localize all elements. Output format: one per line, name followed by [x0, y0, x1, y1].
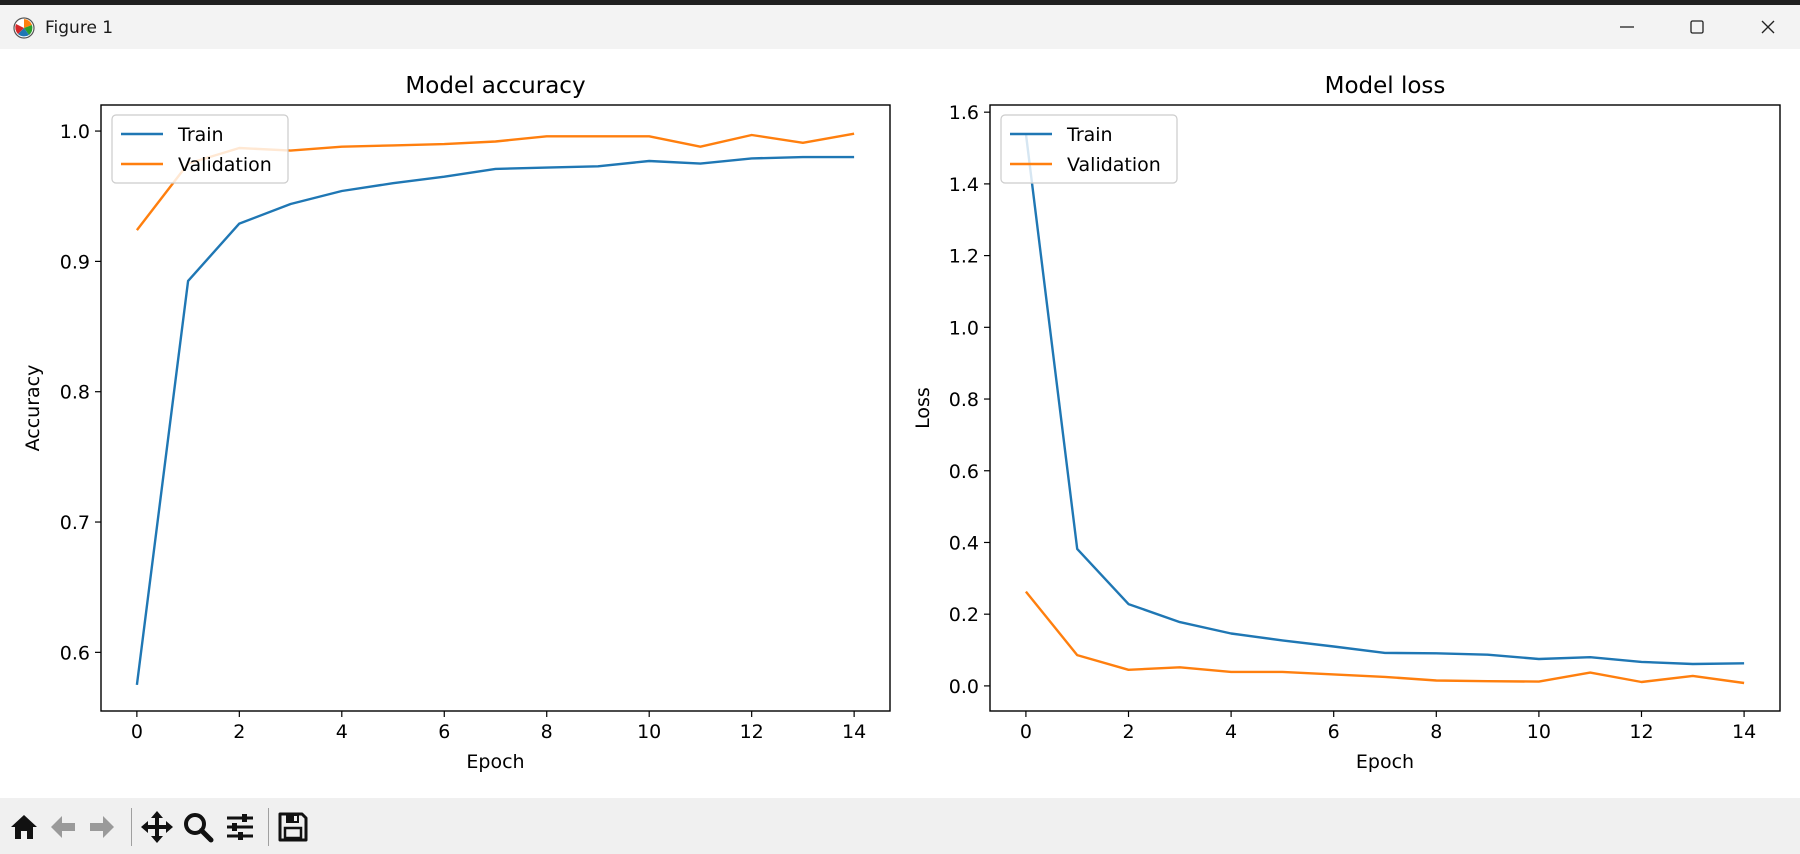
toolbar-separator [268, 808, 269, 846]
navigation-toolbar [0, 798, 1800, 854]
zoom-button[interactable] [180, 809, 216, 845]
home-button[interactable] [6, 809, 42, 845]
accuracy-y-tick-label: 0.9 [60, 251, 90, 273]
accuracy-series-train-line [135, 155, 855, 686]
accuracy-legend-label-train: Train [177, 124, 224, 146]
toolbar-separator [131, 808, 132, 846]
loss-y-tick-label: 1.0 [949, 317, 979, 339]
loss-x-tick-label: 10 [1527, 721, 1551, 743]
accuracy-x-axis-label: Epoch [466, 751, 524, 773]
accuracy-y-tick-label: 0.8 [60, 382, 90, 404]
plots-canvas[interactable]: 0 2 4 6 8 10 12 14 0.6 0.7 0.8 0.9 1.0 Model accuracy… [0, 49, 1800, 798]
title-bar[interactable]: Figure 1 [0, 5, 1800, 49]
accuracy-y-axis-label: Accuracy [22, 365, 44, 452]
accuracy-y-tick-label: 0.7 [60, 512, 90, 534]
loss-y-tick-label: 1.2 [949, 246, 979, 268]
close-button[interactable] [1733, 5, 1800, 49]
home-icon [11, 815, 37, 839]
accuracy-x-tick-label: 12 [740, 721, 764, 743]
loss-series-train-line [1024, 133, 1745, 666]
loss-legend-frame [1000, 114, 1178, 184]
minimize-button[interactable] [1592, 5, 1662, 49]
accuracy-x-tick-label: 14 [842, 721, 866, 743]
window-top-strip [0, 0, 1800, 5]
accuracy-y-tick-label: 1.0 [60, 121, 90, 143]
forward-button[interactable] [84, 809, 120, 845]
accuracy-x-tick-label: 4 [336, 721, 348, 743]
loss-x-axis-label: Epoch [1356, 751, 1414, 773]
loss-x-tick-label: 0 [1020, 721, 1032, 743]
save-button[interactable] [275, 809, 311, 845]
loss-y-tick-label: 1.6 [949, 102, 979, 124]
figure-canvas[interactable]: 0 2 4 6 8 10 12 14 0.6 0.7 0.8 0.9 1.0 Model accuracy… [0, 49, 1800, 798]
back-arrow-icon [51, 816, 75, 838]
accuracy-subplot[interactable]: 0 2 4 6 8 10 12 14 0.6 0.7 0.8 0.9 1.0 Model accuracy… [22, 73, 891, 773]
loss-x-tick-label: 14 [1732, 721, 1756, 743]
loss-y-tick-label: 0.4 [949, 532, 979, 554]
loss-chart-title: Model loss [1325, 73, 1446, 99]
matplotlib-logo-icon [13, 17, 35, 39]
loss-x-tick-label: 4 [1225, 721, 1237, 743]
minimize-icon [1620, 26, 1634, 28]
loss-x-tick-label: 8 [1430, 721, 1442, 743]
configure-subplots-button[interactable] [222, 809, 258, 845]
configure-subplots-icon [227, 814, 253, 840]
accuracy-y-tick-label: 0.6 [60, 642, 90, 664]
save-floppy-icon [278, 812, 308, 842]
loss-axes-frame [989, 104, 1781, 712]
loss-x-tick-label: 12 [1629, 721, 1653, 743]
maximize-icon [1690, 20, 1704, 34]
accuracy-axes-frame [100, 104, 891, 712]
loss-x-tick-label: 2 [1122, 721, 1134, 743]
accuracy-x-tick-label: 8 [541, 721, 553, 743]
accuracy-x-tick-label: 10 [637, 721, 661, 743]
accuracy-legend-frame [111, 114, 289, 184]
loss-y-tick-label: 0.0 [949, 676, 979, 698]
loss-subplot[interactable]: 0 2 4 6 8 10 12 14 0.0 0.2 0.4 0.6 0.8 1.0 1.2 1.4 1.6 Mo… [912, 73, 1781, 773]
loss-series-validation-line [1024, 590, 1745, 685]
loss-y-tick-label: 0.6 [949, 461, 979, 483]
back-button[interactable] [45, 809, 81, 845]
window-title: Figure 1 [45, 18, 114, 38]
forward-arrow-icon [90, 816, 114, 838]
zoom-magnifier-icon [184, 813, 214, 843]
close-icon [1761, 20, 1775, 34]
accuracy-chart-title: Model accuracy [405, 73, 585, 99]
maximize-button[interactable] [1662, 5, 1732, 49]
loss-legend-label-train: Train [1066, 124, 1113, 146]
loss-x-tick-label: 6 [1328, 721, 1340, 743]
accuracy-legend[interactable]: Train Validation [111, 114, 289, 184]
accuracy-x-tick-label: 2 [233, 721, 245, 743]
loss-y-tick-label: 1.4 [949, 174, 979, 196]
loss-legend[interactable]: Train Validation [1000, 114, 1178, 184]
pan-button[interactable] [139, 809, 175, 845]
loss-y-axis-label: Loss [912, 387, 934, 429]
loss-y-tick-label: 0.2 [949, 604, 979, 626]
accuracy-x-tick-label: 6 [438, 721, 450, 743]
loss-y-tick-label: 0.8 [949, 389, 979, 411]
accuracy-x-tick-label: 0 [131, 721, 143, 743]
pan-move-icon [141, 811, 173, 843]
loss-legend-label-validation: Validation [1067, 154, 1161, 176]
accuracy-legend-label-validation: Validation [178, 154, 272, 176]
